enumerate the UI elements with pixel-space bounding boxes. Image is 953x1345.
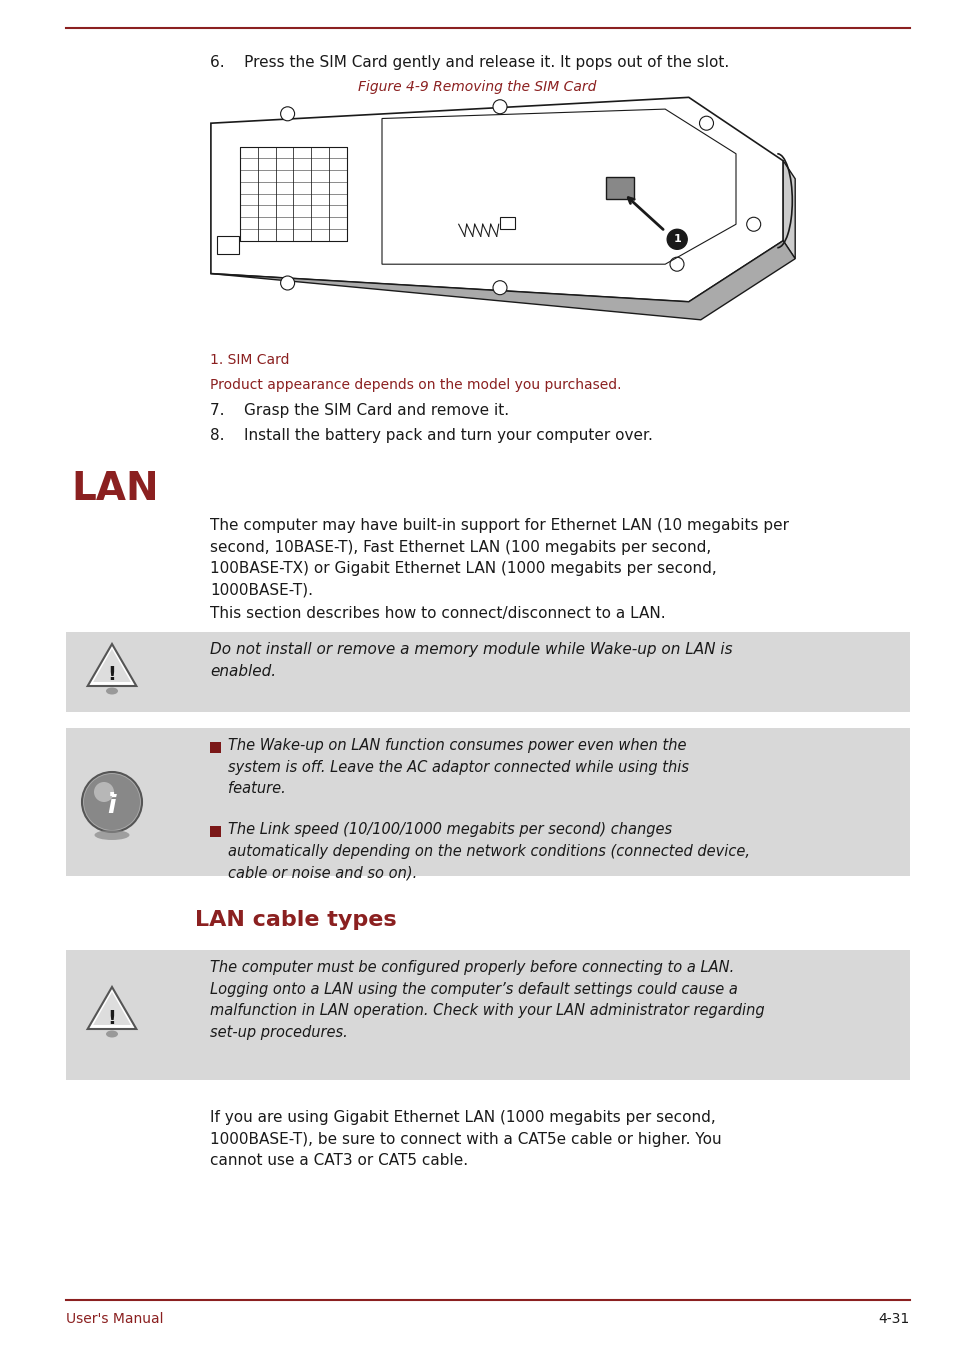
Bar [210, 826, 221, 837]
Circle shape [746, 218, 760, 231]
Circle shape [280, 276, 294, 291]
Text: Product appearance depends on the model you purchased.: Product appearance depends on the model … [210, 378, 620, 391]
Ellipse shape [106, 687, 118, 694]
Circle shape [280, 106, 294, 121]
Polygon shape [211, 97, 782, 301]
Circle shape [666, 229, 686, 249]
Text: !: ! [108, 666, 116, 685]
Text: 8.    Install the battery pack and turn your computer over.: 8. Install the battery pack and turn you… [210, 428, 652, 443]
Bar [499, 217, 515, 229]
Circle shape [493, 281, 506, 295]
Text: If you are using Gigabit Ethernet LAN (1000 megabits per second,
1000BASE-T), be: If you are using Gigabit Ethernet LAN (1… [210, 1110, 720, 1169]
Circle shape [82, 772, 142, 833]
Text: The computer must be configured properly before connecting to a LAN.
Logging ont: The computer must be configured properly… [210, 960, 763, 1040]
Text: i: i [108, 794, 116, 818]
Text: 6.    Press the SIM Card gently and release it. It pops out of the slot.: 6. Press the SIM Card gently and release… [210, 55, 728, 70]
Bar [66, 950, 909, 1080]
Circle shape [699, 116, 713, 130]
Text: 1: 1 [673, 234, 680, 245]
Circle shape [669, 257, 683, 272]
Polygon shape [93, 993, 131, 1025]
Circle shape [493, 100, 506, 114]
Polygon shape [88, 987, 136, 1029]
Text: Do not install or remove a memory module while Wake-up on LAN is
enabled.: Do not install or remove a memory module… [210, 642, 732, 679]
Bar [605, 178, 634, 199]
Ellipse shape [106, 1030, 118, 1037]
Bar [66, 728, 909, 876]
Text: User's Manual: User's Manual [66, 1311, 163, 1326]
Text: This section describes how to connect/disconnect to a LAN.: This section describes how to connect/di… [210, 607, 665, 621]
Bar [210, 742, 221, 753]
Polygon shape [782, 161, 795, 258]
Text: The Link speed (10/100/1000 megabits per second) changes
automatically depending: The Link speed (10/100/1000 megabits per… [228, 822, 749, 880]
Text: LAN cable types: LAN cable types [194, 911, 396, 929]
Bar [66, 632, 909, 712]
Circle shape [94, 781, 113, 802]
Polygon shape [211, 241, 795, 320]
Bar [240, 147, 346, 241]
Text: The Wake-up on LAN function consumes power even when the
system is off. Leave th: The Wake-up on LAN function consumes pow… [228, 738, 688, 796]
Circle shape [84, 773, 140, 830]
Text: LAN: LAN [71, 469, 158, 508]
Text: 7.    Grasp the SIM Card and remove it.: 7. Grasp the SIM Card and remove it. [210, 404, 509, 418]
Ellipse shape [94, 830, 130, 841]
Text: 1. SIM Card: 1. SIM Card [210, 352, 289, 367]
Text: 4-31: 4-31 [878, 1311, 909, 1326]
Polygon shape [88, 644, 136, 686]
Text: Figure 4-9 Removing the SIM Card: Figure 4-9 Removing the SIM Card [357, 79, 596, 94]
Text: !: ! [108, 1009, 116, 1028]
Bar [216, 235, 238, 254]
Text: The computer may have built-in support for Ethernet LAN (10 megabits per
second,: The computer may have built-in support f… [210, 518, 788, 597]
Text: .: . [108, 780, 116, 800]
Polygon shape [93, 650, 131, 682]
